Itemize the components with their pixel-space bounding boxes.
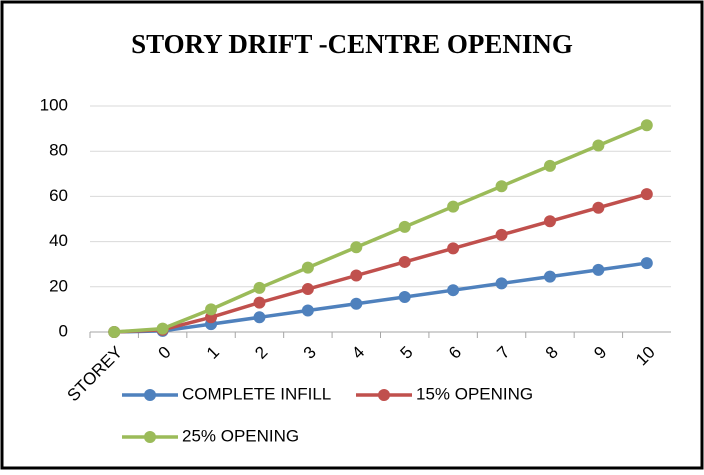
y-tick-label: 40	[49, 231, 68, 250]
y-tick-label: 100	[40, 95, 68, 114]
point	[495, 180, 508, 193]
point	[253, 311, 266, 324]
y-tick-label: 0	[59, 321, 68, 340]
series-line	[114, 261, 648, 334]
point	[592, 201, 605, 214]
point	[253, 281, 266, 294]
point	[301, 261, 314, 274]
point	[495, 228, 508, 241]
point	[398, 220, 411, 233]
point	[640, 188, 653, 201]
point	[398, 255, 411, 268]
series-line	[114, 192, 648, 334]
point	[301, 304, 314, 317]
legend-label: 15% OPENING	[416, 384, 533, 403]
point	[543, 215, 556, 228]
point	[640, 257, 653, 270]
y-tick-label: 60	[49, 186, 68, 205]
point	[205, 303, 218, 316]
point	[447, 200, 460, 213]
point	[447, 284, 460, 297]
point	[447, 242, 460, 255]
y-tick-label: 80	[49, 141, 68, 160]
legend-label: 25% OPENING	[182, 426, 299, 445]
point	[592, 263, 605, 276]
point	[108, 326, 121, 338]
y-tick-label: 20	[49, 276, 68, 295]
point	[592, 139, 605, 152]
legend-label: COMPLETE INFILL	[182, 384, 331, 403]
point	[495, 277, 508, 290]
point	[301, 283, 314, 296]
point	[253, 296, 266, 309]
point	[350, 241, 363, 254]
chart-title: STORY DRIFT -CENTRE OPENING	[131, 29, 573, 59]
point	[350, 269, 363, 282]
point	[640, 119, 653, 132]
legend-marker	[144, 431, 156, 443]
series-line	[114, 123, 648, 334]
legend-marker	[144, 389, 156, 401]
point	[350, 297, 363, 310]
point	[398, 290, 411, 303]
point	[543, 270, 556, 283]
legend-marker	[378, 389, 390, 401]
point	[156, 322, 169, 335]
point	[543, 159, 556, 172]
